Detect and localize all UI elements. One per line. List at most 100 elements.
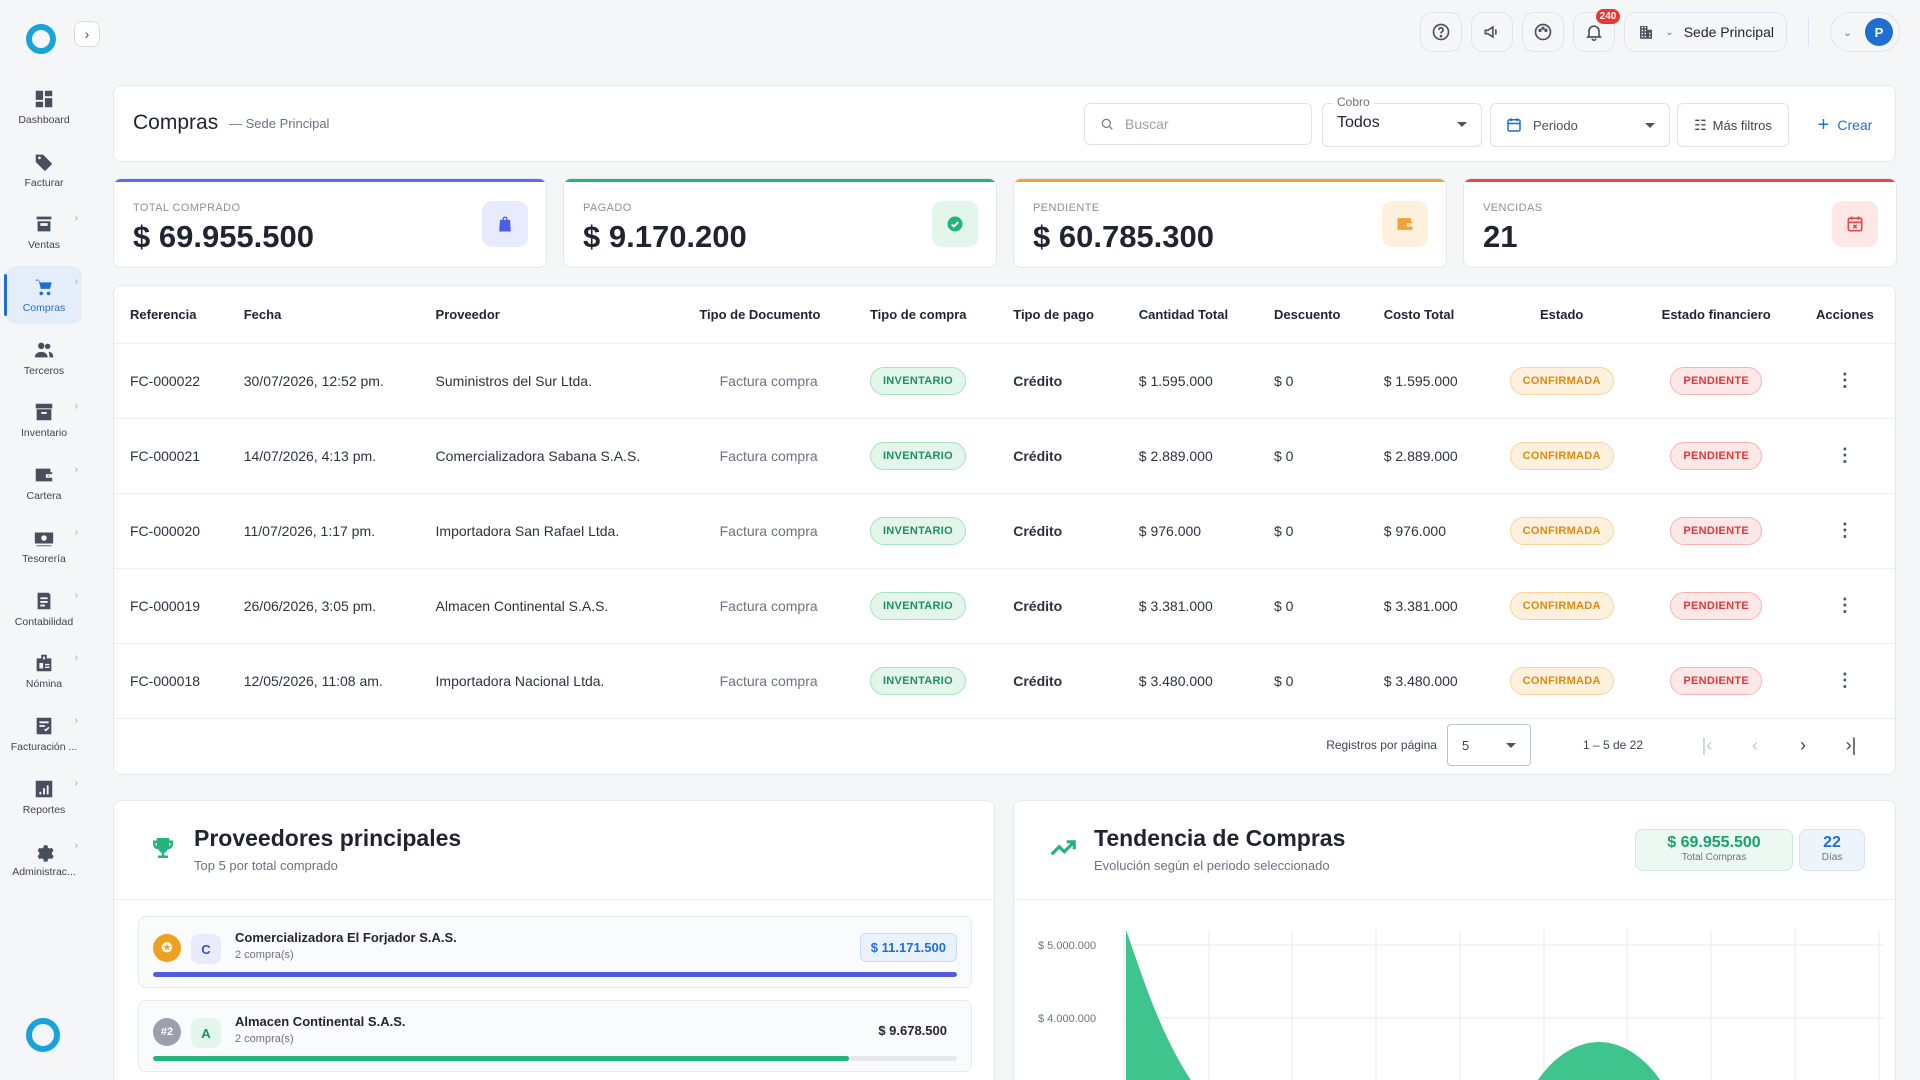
financial-status-badge: PENDIENTE [1670,441,1763,470]
sidebar: › Dashboard Facturar Ventas › Compras › Tercer… [0,0,100,1080]
cell-status: CONFIRMADA [1485,343,1638,419]
sidebar-item-badge[interactable]: Nómina › [6,642,82,700]
cell-reference: FC-000018 [114,643,228,719]
row-actions-button[interactable]: ⋮ [1794,343,1895,419]
inventory-icon [33,401,55,423]
table-row[interactable]: FC-000020 11/07/2026, 1:17 pm. Importadora… [114,493,1895,569]
chevron-right-icon: › [74,464,78,476]
next-page-button[interactable]: › [1779,725,1827,765]
cell-financial-status: PENDIENTE [1637,343,1795,419]
periodo-select[interactable]: Periodo [1490,103,1670,147]
app-logo[interactable] [26,24,56,54]
supplier-share-bar [153,1056,957,1061]
first-page-button[interactable]: |‹ [1683,725,1731,765]
table-row[interactable]: FC-000019 26/06/2026, 3:05 pm. Almacen Con… [114,568,1895,644]
sidebar-item-cart[interactable]: Compras › [4,266,82,325]
last-page-button[interactable]: ›| [1827,725,1875,765]
sidebar-item-cash[interactable]: Tesorería › [6,517,82,575]
stat-value: $ 69.955.500 [133,219,315,254]
cell-discount: $ 0 [1257,493,1368,569]
cell-supplier: Almacen Continental S.A.S. [419,568,684,644]
cell-doc-type: Factura compra [683,343,854,419]
help-button[interactable] [1420,12,1463,52]
first-page-icon: |‹ [1701,734,1713,755]
filters-icon: ☷ [1694,116,1707,133]
cell-supplier: Comercializadora Sabana S.A.S. [419,418,684,494]
column-header: Referencia [114,286,228,344]
row-actions-button[interactable]: ⋮ [1794,493,1895,569]
notifications-button[interactable]: 240 [1573,9,1621,52]
more-filters-button[interactable]: ☷ Más filtros [1677,103,1789,147]
row-actions-button[interactable]: ⋮ [1794,643,1895,719]
rank-badge: ✪ [153,934,181,962]
column-header: Proveedor [419,286,684,344]
purchases-table: Referencia Fecha Proveedor Tipo de Document… [114,286,1895,719]
calendar-icon [1507,118,1521,132]
stat-value: $ 60.785.300 [1033,219,1215,254]
status-badge: CONFIRMADA [1509,591,1614,620]
cell-purchase-type: INVENTARIO [853,418,998,494]
page-range: 1 – 5 de 22 [1582,738,1643,752]
sidebar-item-report[interactable]: Reportes › [6,768,82,826]
chevron-right-icon: › [74,589,78,601]
divider [114,899,994,900]
sidebar-item-store[interactable]: Ventas › [6,203,82,261]
sede-selector[interactable]: ⌄ Sede Principal [1624,12,1787,52]
sidebar-item-dashboard[interactable]: Dashboard [6,78,82,136]
sidebar-item-label: Cartera [26,490,62,503]
supplier-item[interactable]: #2 A Almacen Continental S.A.S. 2 compra(s)… [138,1000,972,1072]
cell-supplier: Suministros del Sur Ltda. [419,343,684,419]
supplier-initial: C [191,934,221,964]
purchase-type-chip: INVENTARIO [869,441,966,470]
sidebar-item-tag[interactable]: Facturar [6,141,82,199]
total-purchases-value: $ 69.955.500 [1667,834,1761,851]
stat-card-vencidas: Vencidas 21 [1463,178,1897,268]
sidebar-item-gear[interactable]: Administrac... › [6,830,82,888]
cell-supplier: Importadora Nacional Ltda. [419,643,684,719]
sidebar-item-wallet[interactable]: Cartera › [6,454,82,512]
stat-card-pendiente: Pendiente $ 60.785.300 [1013,178,1447,268]
supplier-purchase-count: 2 compra(s) [235,1033,294,1045]
chevron-right-icon: › [74,276,78,288]
cell-payment-type: Crédito [997,643,1123,719]
user-menu-button[interactable]: ⌄ P [1830,12,1900,52]
search-placeholder: Buscar [1125,116,1169,132]
per-page-select[interactable]: 5 [1446,724,1531,766]
column-header: Costo Total [1367,286,1486,344]
sidebar-item-invoice-check[interactable]: Facturación ... › [6,705,82,763]
row-actions-button[interactable]: ⋮ [1794,418,1895,494]
report-icon [33,778,55,800]
prev-page-button[interactable]: ‹ [1731,725,1779,765]
table-row[interactable]: FC-000021 14/07/2026, 4:13 pm. Comercializ… [114,418,1895,494]
chevron-left-icon: ‹ [1752,734,1758,755]
sidebar-nav: Dashboard Facturar Ventas › Compras › Terceros… [4,78,82,893]
cell-financial-status: PENDIENTE [1637,568,1795,644]
announcements-button[interactable] [1471,12,1514,52]
create-label: Crear [1837,117,1873,133]
invoice-check-icon [33,715,55,737]
cell-date: 26/06/2026, 3:05 pm. [227,568,420,644]
supplier-item[interactable]: ✪ C Comercializadora El Forjador S.A.S. 2 c… [138,916,972,988]
badge-icon [33,652,55,674]
cell-payment-type: Crédito [997,418,1123,494]
search-input[interactable]: Buscar [1084,103,1312,145]
sidebar-item-people[interactable]: Terceros [6,329,82,387]
create-button[interactable]: + Crear [1801,103,1889,147]
cell-supplier: Importadora San Rafael Ltda. [419,493,684,569]
sidebar-toggle-button[interactable]: › [74,21,100,47]
cell-cost-total: $ 976.000 [1367,493,1486,569]
row-actions-button[interactable]: ⋮ [1794,568,1895,644]
table-row[interactable]: FC-000018 12/05/2026, 11:08 am. Importador… [114,643,1895,719]
stat-label: Total comprado [133,202,241,214]
stat-accent-line [1014,179,1446,182]
sidebar-item-ledger[interactable]: Contabilidad › [6,580,82,638]
cell-quantity-total: $ 976.000 [1122,493,1258,569]
cell-financial-status: PENDIENTE [1637,493,1795,569]
sidebar-item-inventory[interactable]: Inventario › [6,391,82,449]
cobro-select[interactable]: Cobro Todos [1322,95,1482,147]
cell-reference: FC-000020 [114,493,228,569]
theme-button[interactable] [1522,12,1565,52]
divider [1014,899,1895,900]
table-row[interactable]: FC-000022 30/07/2026, 12:52 pm. Suministro… [114,343,1895,419]
cell-discount: $ 0 [1257,568,1368,644]
